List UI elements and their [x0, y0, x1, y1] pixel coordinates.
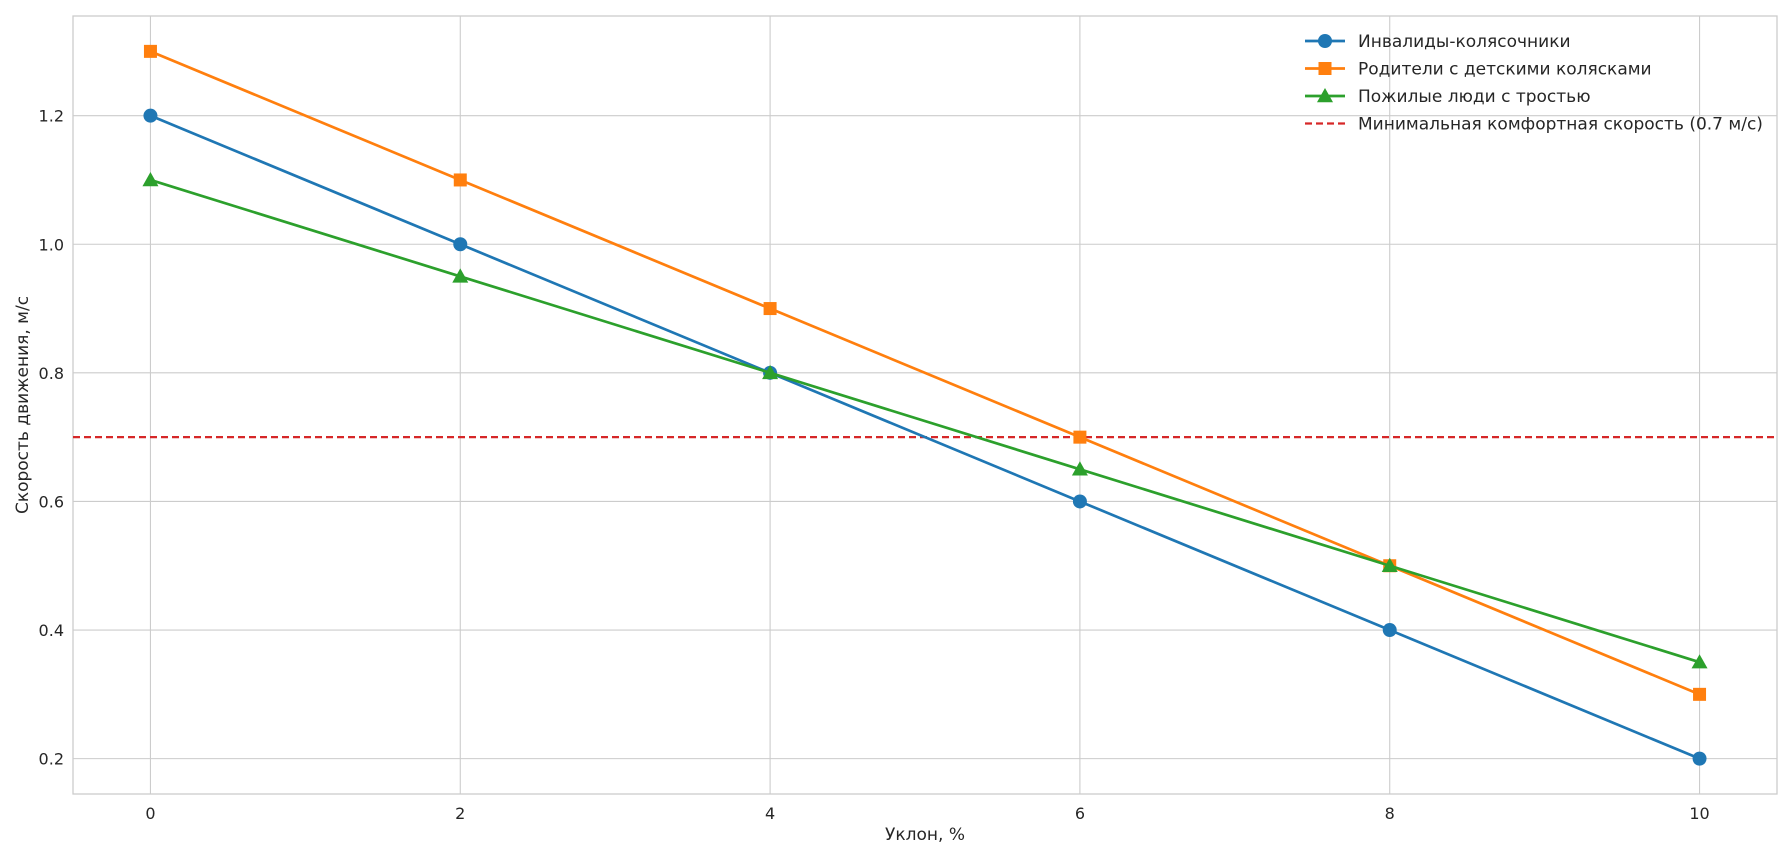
legend-label: Пожилые люди с тростью	[1358, 87, 1591, 107]
y-tick-label: 1.2	[39, 107, 64, 126]
legend: Инвалиды-колясочники Родители с детскими …	[1305, 32, 1763, 135]
legend-entry: Пожилые люди с тростью	[1305, 87, 1591, 107]
legend-marker	[1318, 62, 1332, 75]
x-tick-label: 0	[145, 804, 155, 823]
data-point-marker	[1073, 430, 1087, 444]
legend-label: Минимальная комфортная скорость (0.7 м/с…	[1358, 115, 1763, 135]
series-line	[149, 50, 1701, 696]
tick-labels: 0 2 4 6 8 10 0.2 0.4 0.6 0.8 1.0 1.2	[39, 107, 1710, 823]
x-tick-label: 10	[1689, 804, 1709, 823]
data-point-marker	[453, 173, 467, 187]
series-2	[143, 44, 1707, 701]
series-group	[142, 44, 1708, 766]
legend-marker	[1317, 88, 1333, 103]
data-point-marker	[1071, 461, 1088, 476]
legend-label: Родители с детскими колясками	[1358, 60, 1652, 80]
legend-entry: Родители с детскими колясками	[1305, 60, 1652, 80]
plot-area-border	[72, 15, 1778, 795]
data-point-marker	[763, 302, 777, 316]
plot-frame	[72, 15, 1778, 795]
x-tick-label: 8	[1385, 804, 1395, 823]
legend-entry: Минимальная комфортная скорость (0.7 м/с…	[1305, 115, 1763, 135]
data-point-marker	[1693, 687, 1707, 701]
data-point-marker	[452, 268, 469, 283]
y-tick-label: 0.6	[39, 492, 64, 511]
legend-label: Инвалиды-колясочники	[1358, 32, 1571, 52]
data-point-marker	[453, 237, 468, 252]
series-line	[149, 178, 1701, 664]
data-point-marker	[1381, 557, 1398, 572]
data-point-marker	[762, 364, 779, 380]
data-point-marker	[143, 108, 158, 123]
y-tick-label: 1.0	[39, 235, 64, 254]
series-1	[143, 108, 1707, 766]
data-point-marker	[143, 44, 157, 58]
data-point-marker	[1691, 654, 1708, 669]
series-line	[149, 114, 1701, 760]
series-3	[142, 171, 1708, 669]
y-tick-label: 0.8	[39, 364, 64, 383]
y-tick-label: 0.4	[39, 621, 64, 640]
x-axis-title: Уклон, %	[885, 825, 965, 845]
x-tick-label: 2	[455, 804, 465, 823]
data-point-marker	[142, 171, 159, 187]
data-point-marker	[1382, 623, 1397, 638]
y-axis-title: Скорость движения, м/с	[13, 296, 33, 514]
x-tick-label: 4	[765, 804, 775, 823]
data-point-marker	[1692, 751, 1707, 766]
legend-entry: Инвалиды-колясочники	[1305, 32, 1571, 52]
x-tick-label: 6	[1075, 804, 1085, 823]
data-point-marker	[1072, 494, 1087, 509]
legend-marker	[1318, 34, 1332, 48]
y-tick-label: 0.2	[39, 750, 64, 769]
